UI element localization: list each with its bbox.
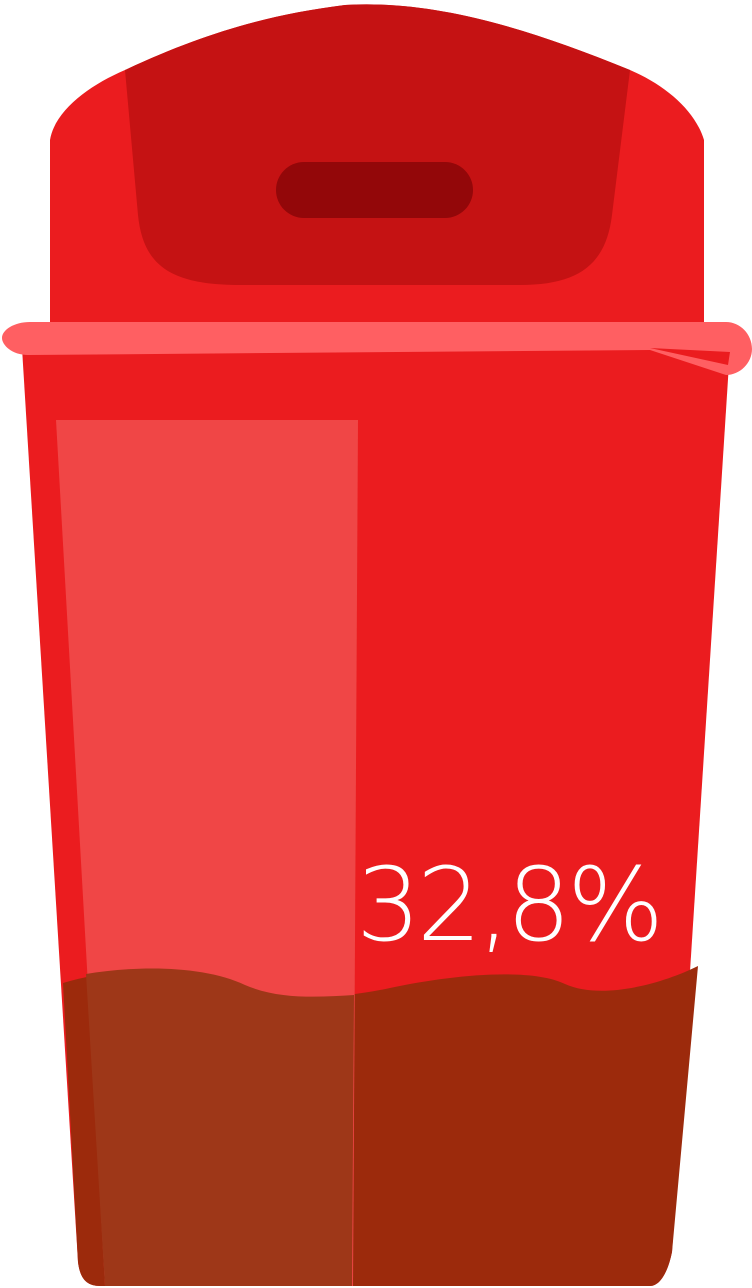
fill-percentage-label: 32,8% bbox=[356, 846, 664, 965]
lid-front-panel bbox=[125, 4, 630, 286]
bin-rim bbox=[2, 322, 752, 375]
rim-right-edge bbox=[650, 348, 730, 365]
fill-highlight bbox=[86, 968, 354, 1286]
lid-handle-slot bbox=[276, 162, 473, 218]
